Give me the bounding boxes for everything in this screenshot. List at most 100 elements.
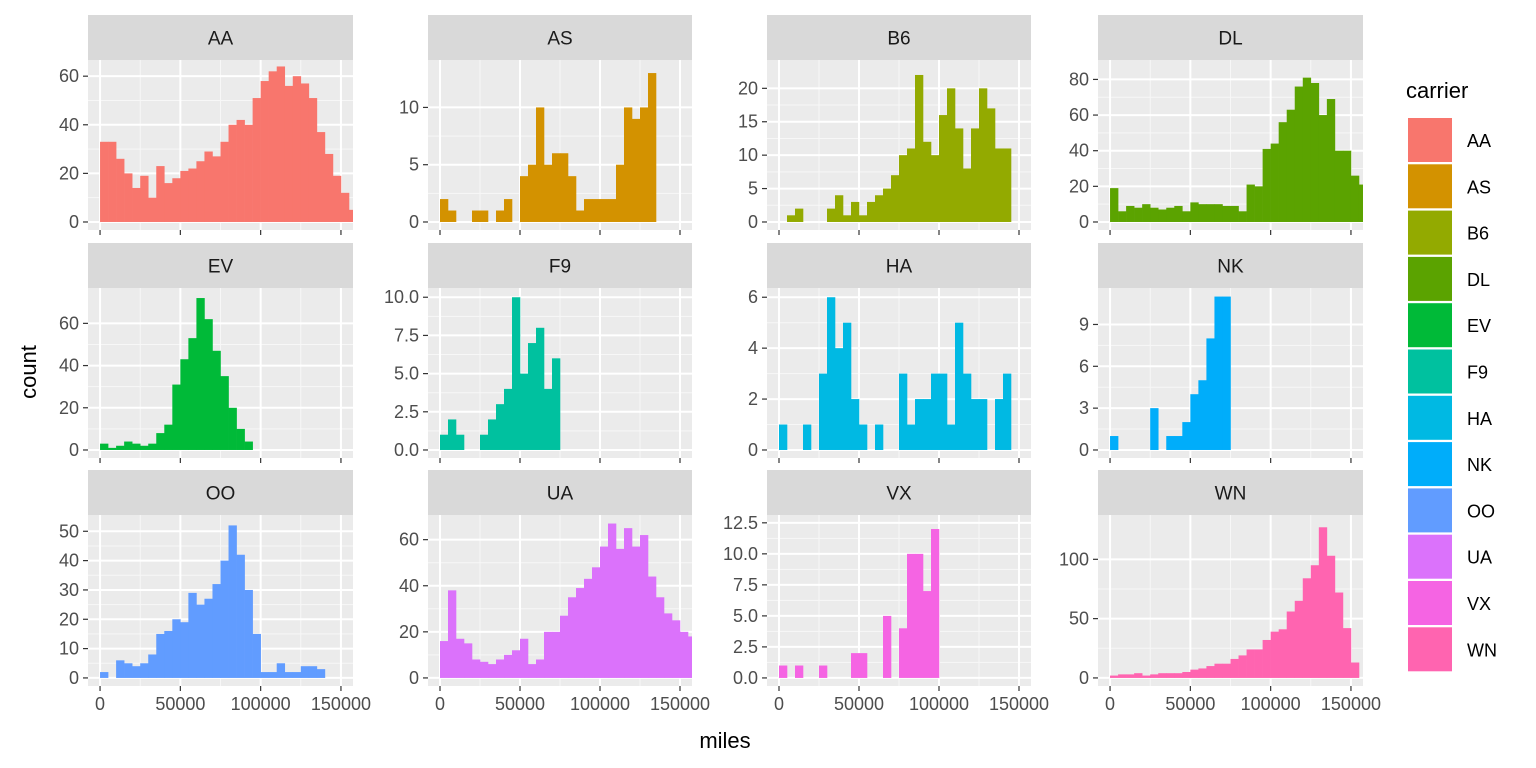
x-tick-label: 100000 [1241,694,1301,714]
facet-strip [767,15,1031,60]
histogram-bar [536,107,545,222]
histogram-bar [260,672,269,678]
histogram-bar [1206,666,1215,678]
x-tick-label: 50000 [495,694,545,714]
histogram-bars [100,298,253,450]
histogram-bar [188,592,197,678]
legend-key [1408,534,1452,579]
histogram-bar [1174,205,1183,222]
y-tick-label: 12.5 [723,513,758,533]
histogram-bar [1270,143,1279,222]
histogram-bar [164,424,173,450]
histogram-bar [1302,578,1312,678]
y-tick-label: 0 [748,212,758,232]
x-axis-title: miles [699,728,750,753]
histogram-bar [512,650,521,678]
histogram-bar [1214,296,1223,450]
x-tick-label: 150000 [650,694,710,714]
histogram-bar [592,199,601,222]
histogram-bar [560,615,569,678]
legend-label: B6 [1467,224,1489,244]
histogram-bar [1254,186,1263,222]
histogram-bar [228,407,237,450]
histogram-bar [300,83,310,222]
histogram-bar [1310,82,1320,222]
histogram-bar [947,88,956,222]
legend-key [1408,581,1452,625]
histogram-bar [124,663,133,678]
histogram-bar [1230,205,1239,222]
histogram-bar [907,553,916,678]
y-tick-label: 60 [59,313,79,333]
histogram-bar [148,654,157,678]
histogram-bar [520,176,529,222]
histogram-bar [316,669,326,678]
histogram-bar [987,108,996,222]
histogram-bar [172,178,181,222]
histogram-bar [915,553,924,678]
histogram-bar [1358,184,1363,222]
facet-panels: AA0204060AS0510B605101520DL020406080EV02… [59,15,1381,714]
histogram-bar [520,638,529,678]
histogram-bar [712,657,720,678]
histogram-bar [544,631,553,678]
histogram-bar [1174,673,1183,678]
y-tick-label: 6 [1079,356,1089,376]
histogram-bar [859,215,868,222]
histogram-bar [180,170,189,222]
y-tick-label: 60 [59,66,79,86]
histogram-bar [180,359,189,450]
histogram-bar [108,141,117,222]
histogram-bar [440,199,449,222]
y-tick-label: 40 [1069,141,1089,161]
legend-key [1408,395,1452,440]
histogram-bar [308,98,318,222]
histogram-bar [504,199,513,222]
y-tick-label: 50 [1069,609,1089,629]
histogram-bar [616,548,625,678]
histogram-bar [496,210,505,222]
x-tick-label: 0 [95,694,105,714]
histogram-bar [827,208,836,222]
histogram-bar [292,672,302,678]
histogram-bar [891,175,900,222]
y-tick-label: 0 [69,212,79,232]
histogram-bar [584,578,593,678]
histogram-bar [616,164,625,222]
legend-key [1408,118,1452,162]
y-tick-label: 7.5 [394,325,419,345]
histogram-bar [1350,175,1360,222]
histogram-bar [1206,338,1215,450]
histogram-bar [1150,674,1159,678]
histogram-bar [1230,658,1239,678]
histogram-bar [995,148,1004,222]
histogram-bar [308,666,318,678]
histogram-bar [608,199,617,222]
histogram-bar [236,428,245,450]
facet-f9: F9 0.0 2.5 5.0 7.5 10.0 [384,243,692,463]
y-tick-label: 5 [409,155,419,175]
histogram-bar [1238,211,1247,222]
histogram-bar [1126,674,1135,678]
histogram-bar [1003,373,1012,450]
histogram-bar [472,210,481,222]
histogram-bar [340,192,350,222]
y-tick-label: 2.5 [733,637,758,657]
histogram-bar [1118,211,1127,222]
histogram-bar [899,628,908,678]
histogram-bar [1302,77,1312,222]
histogram-bar [1294,86,1304,222]
histogram-bar [480,210,489,222]
y-tick-label: 20 [59,163,79,183]
histogram-bar [923,399,932,450]
histogram-bars [779,297,1012,450]
facet-strip [428,15,692,60]
histogram-bar [448,210,457,222]
histogram-bar [1222,205,1231,222]
x-tick-label: 50000 [1165,694,1215,714]
facet-strip [88,15,353,60]
histogram-bar [496,404,505,450]
histogram-bar [592,567,601,678]
histogram-bar [688,636,692,678]
y-tick-label: 10.0 [723,544,758,564]
